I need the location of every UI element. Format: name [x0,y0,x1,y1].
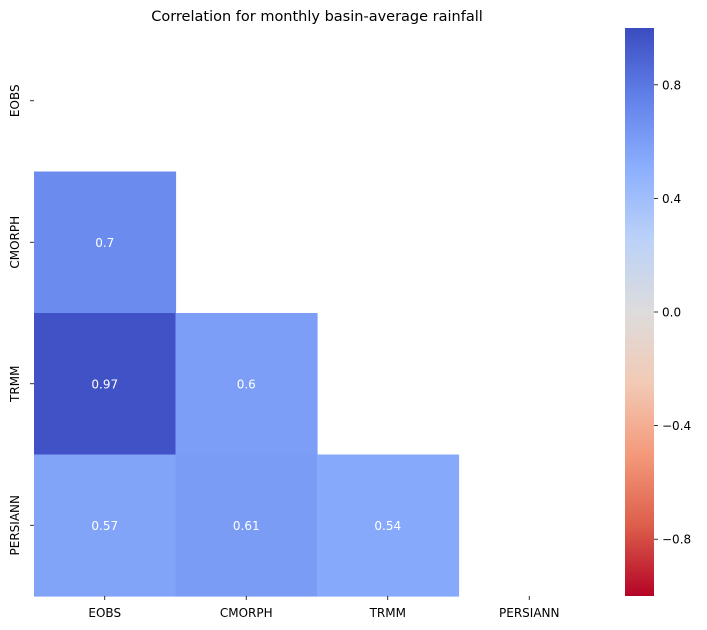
cell-label-trmm-cmorph: 0.6 [237,377,256,391]
heatmap-cell-persiann-trmm [317,454,460,597]
colorbar-tick-label: −0.8 [662,533,691,547]
heatmap-cell-trmm-eobs [34,313,177,456]
cell-label-persiann-eobs: 0.57 [91,519,118,533]
cell-annotations: 0.7 0.97 0.6 0.57 0.61 0.54 [91,236,401,533]
x-axis: EOBS CMORPH TRMM PERSIANN [88,596,559,620]
x-tick-label-persiann: PERSIANN [499,606,559,620]
cell-label-persiann-trmm: 0.54 [374,519,401,533]
heatmap-cell-persiann-eobs [34,454,177,597]
y-tick-label-cmorph: CMORPH [8,216,22,269]
y-axis: EOBS CMORPH TRMM PERSIANN [8,84,34,555]
y-tick-label-persiann: PERSIANN [8,495,22,555]
colorbar-tick-label: −0.4 [662,419,691,433]
colorbar-gradient [625,28,654,596]
colorbar-tick-label: 0.0 [662,306,681,320]
heatmap-cell-cmorph-eobs [34,171,177,314]
heatmap-cells [34,171,460,597]
colorbar: 0.8 0.4 0.0 −0.4 −0.8 [625,28,691,596]
y-tick-label-eobs: EOBS [8,84,22,117]
y-tick-label-trmm: TRMM [8,366,22,403]
x-tick-label-trmm: TRMM [369,606,406,620]
cell-label-persiann-cmorph: 0.61 [233,519,260,533]
x-tick-label-cmorph: CMORPH [220,606,273,620]
colorbar-tick-label: 0.8 [662,78,681,92]
colorbar-tick-label: 0.4 [662,192,681,206]
heatmap-cell-persiann-cmorph [175,454,318,597]
cell-label-cmorph-eobs: 0.7 [95,236,114,250]
x-tick-label-eobs: EOBS [88,606,121,620]
colorbar-ticks: 0.8 0.4 0.0 −0.4 −0.8 [654,78,691,547]
chart-title: Correlation for monthly basin-average ra… [151,9,483,25]
cell-label-trmm-eobs: 0.97 [91,377,118,391]
heatmap-cell-trmm-cmorph [175,313,318,456]
